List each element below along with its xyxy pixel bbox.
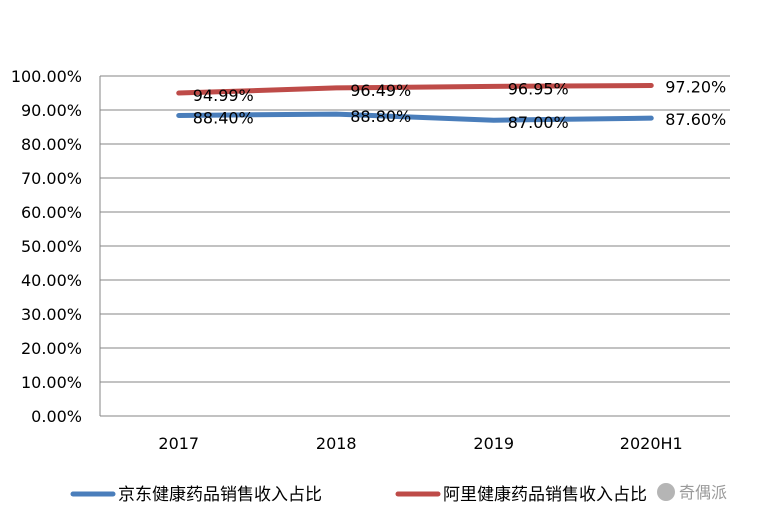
- x-tick-label: 2020H1: [620, 434, 683, 453]
- grid-lines: [100, 75, 730, 417]
- series-line: [176, 83, 654, 96]
- watermark-text: 奇偶派: [679, 483, 727, 502]
- y-tick-label: 20.00%: [21, 339, 82, 358]
- y-tick-label: 0.00%: [31, 407, 82, 426]
- data-label: 88.80%: [350, 107, 411, 126]
- y-tick-label: 80.00%: [21, 135, 82, 154]
- watermark-logo-icon: [657, 483, 675, 501]
- data-label: 87.60%: [665, 110, 726, 129]
- y-tick-label: 60.00%: [21, 203, 82, 222]
- x-axis-tick-labels: 2017 2018 2019 2020H1: [158, 434, 682, 453]
- legend-label: 京东健康药品销售收入占比: [118, 485, 322, 505]
- x-tick-label: 2019: [473, 434, 514, 453]
- legend: 京东健康药品销售收入占比 阿里健康药品销售收入占比: [70, 485, 647, 505]
- data-label: 88.40%: [193, 108, 254, 127]
- y-tick-label: 70.00%: [21, 169, 82, 188]
- watermark: 奇偶派: [657, 483, 727, 502]
- legend-label: 阿里健康药品销售收入占比: [443, 485, 647, 505]
- y-tick-label: 100.00%: [11, 67, 82, 86]
- data-label: 96.95%: [508, 79, 569, 98]
- data-label: 94.99%: [193, 86, 254, 105]
- data-labels: 88.40% 88.80% 87.00% 87.60% 94.99% 96.49% 96.9…: [193, 78, 727, 133]
- series-lines: [176, 83, 654, 123]
- x-tick-label: 2017: [158, 434, 199, 453]
- series-line: [176, 111, 654, 123]
- data-label: 96.49%: [350, 81, 411, 100]
- y-axis-tick-labels: 0.00% 10.00% 20.00% 30.00% 40.00% 50.00% 60.00…: [11, 67, 82, 426]
- data-label: 97.20%: [665, 78, 726, 97]
- y-tick-label: 90.00%: [21, 101, 82, 120]
- y-tick-label: 30.00%: [21, 305, 82, 324]
- y-tick-label: 50.00%: [21, 237, 82, 256]
- data-label: 87.00%: [508, 113, 569, 132]
- y-tick-label: 10.00%: [21, 373, 82, 392]
- y-tick-label: 40.00%: [21, 271, 82, 290]
- x-tick-label: 2018: [316, 434, 357, 453]
